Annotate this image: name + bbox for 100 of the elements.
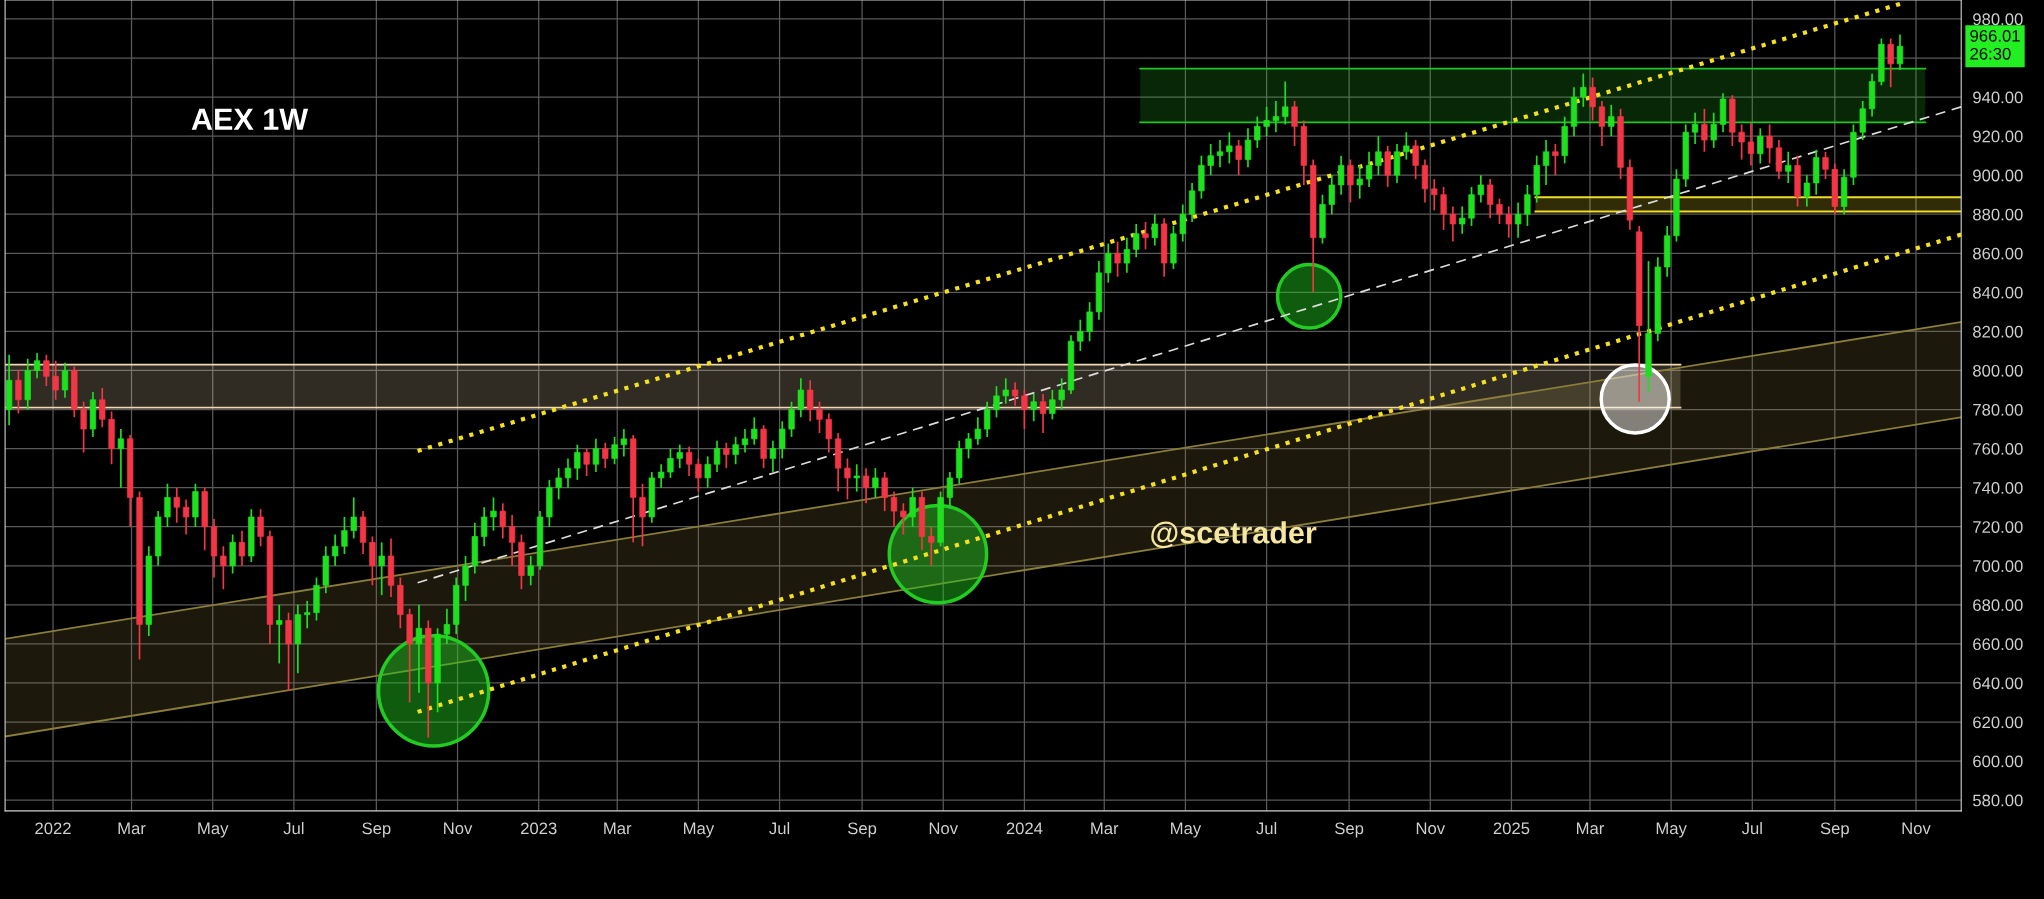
- candlestick: [1375, 135, 1382, 177]
- candlestick: [1896, 33, 1904, 71]
- x-tick-label: May: [684, 822, 715, 838]
- candlestick: [1542, 139, 1550, 186]
- candlestick: [1747, 121, 1755, 167]
- candlestick: [1710, 111, 1717, 149]
- candlestick: [257, 508, 264, 548]
- candlestick: [797, 377, 804, 419]
- x-tick-label: Sep: [362, 822, 391, 838]
- candlestick: [1887, 37, 1894, 89]
- y-tick-label: 840.00: [1973, 286, 2023, 299]
- candlestick: [378, 541, 385, 596]
- y-tick-label: 600.00: [1973, 755, 2023, 768]
- candlestick: [1058, 377, 1065, 411]
- candlestick: [1142, 221, 1149, 251]
- x-tick-label: Sep: [1335, 822, 1364, 838]
- x-tick-label: Mar: [1576, 822, 1605, 835]
- candlestick: [602, 441, 609, 469]
- candlestick: [583, 447, 590, 477]
- candlestick: [1514, 201, 1522, 239]
- candlestick: [1105, 242, 1112, 284]
- candlestick: [928, 525, 935, 567]
- candlestick: [1021, 389, 1028, 430]
- candlestick: [1775, 139, 1783, 180]
- candlestick: [331, 533, 339, 567]
- y-tick-label: 580.00: [1973, 794, 2023, 807]
- candlestick: [415, 604, 423, 694]
- candlestick: [1011, 381, 1019, 407]
- candlestick: [1179, 203, 1186, 243]
- candlestick: [620, 428, 628, 458]
- candlestick: [555, 467, 562, 501]
- y-tick-label: 920.00: [1973, 130, 2023, 143]
- x-tick-label: Nov: [1902, 822, 1931, 835]
- candlestick: [52, 359, 59, 401]
- candlestick: [974, 416, 981, 446]
- candlestick: [1440, 186, 1447, 231]
- candlestick: [816, 400, 823, 434]
- candlestick: [99, 387, 106, 428]
- candlestick: [1738, 123, 1745, 161]
- candlestick: [1691, 111, 1699, 145]
- y-tick-label: 680.00: [1973, 599, 2023, 612]
- y-tick-label: 820.00: [1973, 325, 2023, 338]
- candlestick: [1207, 143, 1214, 177]
- candlestick: [1487, 178, 1494, 219]
- x-tick-label: Mar: [118, 822, 146, 835]
- x-tick-label: Nov: [1416, 822, 1446, 835]
- candlestick: [853, 463, 860, 493]
- candlestick: [779, 420, 786, 460]
- candlestick: [1701, 107, 1708, 153]
- x-tick-label: Sep: [1820, 822, 1849, 838]
- candlestick: [1235, 139, 1242, 177]
- x-tick-label: Jul: [1741, 822, 1762, 835]
- text: 966.01: [1970, 29, 2020, 42]
- candlestick: [1589, 76, 1596, 122]
- candlestick: [1421, 158, 1429, 204]
- candlestick: [592, 438, 600, 473]
- candlestick: [825, 412, 832, 454]
- candlestick: [1580, 72, 1587, 108]
- candlestick: [182, 498, 190, 536]
- candlestick: [909, 486, 916, 528]
- candlestick: [984, 400, 991, 438]
- x-tick-label: May: [198, 822, 229, 838]
- candlestick: [574, 443, 581, 481]
- candlestick: [695, 457, 702, 493]
- x-tick-label: Sep: [848, 822, 877, 838]
- candlestick: [1552, 143, 1559, 177]
- candlestick: [481, 506, 488, 548]
- candlestick: [900, 502, 907, 536]
- candlestick: [723, 441, 730, 469]
- y-tick-label: 620.00: [1973, 716, 2023, 729]
- x-tick-label: Jul: [283, 822, 304, 835]
- y-tick-label: 740.00: [1973, 482, 2023, 494]
- candlestick: [1226, 131, 1233, 165]
- y-tick-label: 980.00: [1973, 13, 2023, 26]
- candlestick: [807, 379, 814, 423]
- candlestick: [1151, 213, 1158, 247]
- candlestick: [890, 490, 898, 528]
- candlestick: [220, 545, 227, 591]
- x-tick-label: Jul: [1256, 822, 1277, 835]
- candlestick: [1282, 80, 1289, 126]
- x-tick-label: May: [1656, 822, 1687, 838]
- candlestick: [43, 354, 50, 387]
- candlestick: [1412, 139, 1419, 180]
- text: AEX 1W: [191, 108, 309, 130]
- x-tick-label: 2025: [1493, 822, 1530, 835]
- candlestick: [1365, 150, 1373, 188]
- candlestick: [1608, 104, 1615, 137]
- candlestick: [229, 533, 236, 575]
- candlestick: [462, 555, 469, 602]
- candlestick: [769, 439, 777, 473]
- candlestick: [1263, 105, 1270, 137]
- candlestick: [350, 496, 357, 540]
- candlestick: [788, 400, 795, 438]
- candlestick: [713, 439, 721, 473]
- candlestick: [872, 467, 879, 499]
- candlestick: [276, 604, 283, 665]
- candlestick: [704, 455, 711, 489]
- candlestick: [80, 400, 87, 454]
- candlestick: [1459, 205, 1466, 235]
- candlestick: [1123, 236, 1131, 274]
